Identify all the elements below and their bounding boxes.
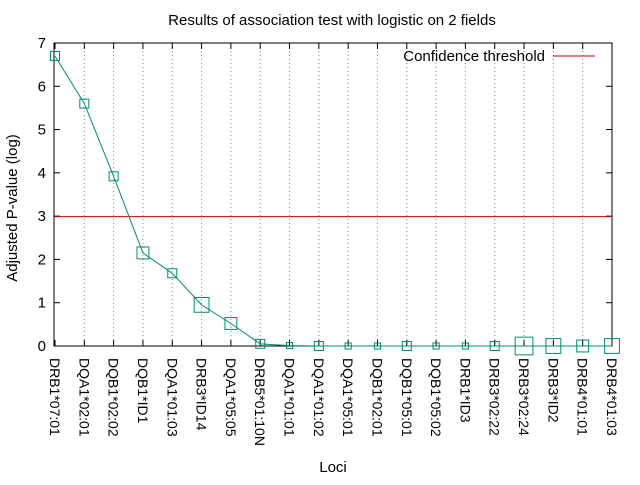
data-point	[401, 341, 412, 351]
y-tick-label: 6	[38, 78, 46, 95]
x-tick-label: DRB3*ID14	[194, 358, 210, 431]
data-point	[79, 98, 90, 109]
x-tick-label: DQB1*ID1	[135, 358, 151, 424]
data-point	[604, 338, 620, 354]
data-point	[545, 338, 562, 354]
y-axis-title: Adjusted P-value (log)	[4, 134, 21, 282]
x-tick-label: DQB1*02:01	[369, 358, 385, 437]
x-tick-label: DRB3*02:24	[516, 358, 532, 436]
x-tick-label: DRB3*02:22	[487, 358, 503, 436]
data-point	[108, 171, 119, 182]
series-line	[54, 55, 612, 347]
x-tick-label: DQA1*01:02	[311, 358, 327, 437]
y-ticks: 0 1 2 3 4 5 6 7	[38, 35, 612, 355]
data-point	[50, 50, 60, 61]
legend-label: Confidence threshold	[403, 48, 545, 65]
y-tick-label: 5	[38, 122, 46, 139]
data-point	[576, 339, 590, 353]
data-point	[224, 317, 238, 330]
x-tick-label: DQA1*02:01	[76, 358, 92, 437]
x-tick-label: DRB3*ID2	[545, 358, 561, 423]
data-point	[313, 341, 324, 351]
data-point	[373, 342, 382, 350]
x-tick-label: DRB4*01:01	[575, 358, 591, 436]
data-point	[193, 296, 210, 313]
y-tick-label: 7	[38, 35, 46, 52]
y-tick-label: 4	[38, 165, 46, 182]
x-tick-label: DQA1*05:05	[223, 358, 239, 437]
data-point	[344, 342, 352, 350]
x-tick-label: DQA1*01:03	[164, 358, 180, 437]
data-point	[461, 342, 469, 350]
y-tick-label: 3	[38, 208, 46, 225]
x-tick-label: DQB1*05:02	[428, 358, 444, 437]
x-ticks: DRB1*07:01 DQA1*02:01 DQB1*02:02 DQB1*ID1 DQ…	[47, 43, 620, 446]
plot-frame	[53, 42, 613, 347]
data-point	[255, 338, 266, 349]
data-point	[285, 342, 294, 350]
x-tick-label: DRB1*07:01	[47, 358, 63, 436]
y-tick-label: 2	[38, 251, 46, 268]
data-point	[432, 342, 440, 350]
data-point	[514, 336, 534, 356]
x-tick-label: DRB5*01:10N	[252, 358, 268, 446]
x-tick-label: DQA1*01:01	[282, 358, 298, 437]
x-axis-title: Loci	[319, 459, 347, 476]
legend: Confidence threshold	[403, 48, 595, 65]
x-tick-label: DRB4*01:03	[604, 358, 620, 436]
x-tick-label: DQB1*02:02	[106, 358, 122, 437]
y-tick-label: 1	[38, 295, 46, 312]
data-point	[489, 341, 500, 351]
data-point	[136, 246, 150, 260]
x-tick-label: DQA1*05:01	[340, 358, 356, 437]
series-layer	[50, 50, 620, 356]
data-point	[167, 268, 178, 279]
grid-layer	[83, 43, 584, 346]
y-tick-label: 0	[38, 338, 46, 355]
x-tick-label: DQB1*05:01	[399, 358, 415, 437]
x-tick-label: DRB1*ID3	[457, 358, 473, 423]
chart-title: Results of association test with logisti…	[168, 12, 496, 29]
